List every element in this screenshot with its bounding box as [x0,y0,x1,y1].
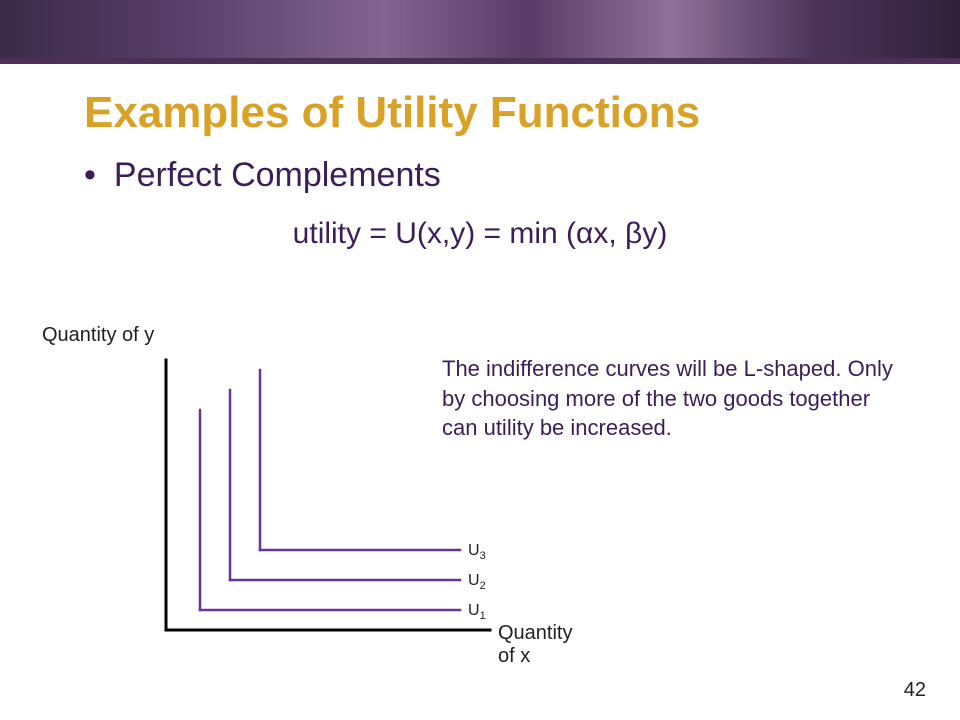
slide-title: Examples of Utility Functions [84,88,960,138]
page-number: 42 [904,679,926,702]
bullet-text: Perfect Complements [114,156,441,195]
banner-rule [0,58,960,64]
decorative-banner [0,0,960,64]
x-axis-label: Quantity of x [498,622,590,668]
bullet-item: • Perfect Complements [84,156,960,195]
curve-label-u2: U2 [468,572,486,592]
bullet-dot-icon: • [84,158,96,192]
curve-label-u3: U3 [468,542,486,562]
explanation-text: The indifference curves will be L-shaped… [442,354,902,443]
curve-label-u1: U1 [468,602,486,622]
utility-equation: utility = U(x,y) = min (αx, βy) [0,217,960,251]
